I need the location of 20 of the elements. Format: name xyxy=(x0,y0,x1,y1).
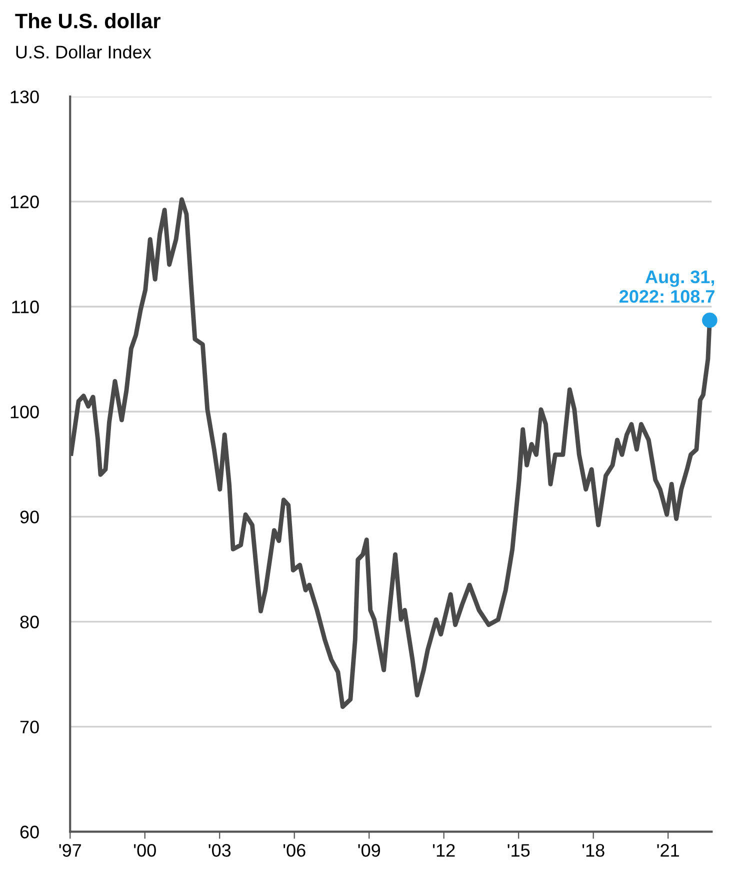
y-tick-label: 100 xyxy=(10,406,39,418)
x-tick-label: '03 xyxy=(208,844,231,857)
y-tick-label: 60 xyxy=(20,826,39,838)
y-tick-label: 80 xyxy=(20,616,39,628)
y-tick-label: 90 xyxy=(20,510,39,524)
x-tick-label: '18 xyxy=(582,844,604,857)
x-tick-label: '97 xyxy=(59,844,81,857)
y-tick-label: 70 xyxy=(20,720,39,734)
y-tick-label: 120 xyxy=(10,196,39,208)
x-tick-label: '21 xyxy=(657,844,679,857)
annotation: Aug. 31, 2022: 108.7 xyxy=(620,270,714,303)
y-tick-label: 110 xyxy=(12,300,39,314)
x-tick-label: '12 xyxy=(433,844,455,857)
x-tick-label: '00 xyxy=(134,844,156,857)
chart-title: The U.S. dollar xyxy=(15,13,160,28)
chart-subtitle: U.S. Dollar Index xyxy=(16,45,152,58)
x-tick-label: '09 xyxy=(358,844,380,857)
x-tick-label: '15 xyxy=(508,844,530,857)
x-tick-label: '06 xyxy=(284,844,306,857)
y-tick-label: 130 xyxy=(10,90,39,104)
